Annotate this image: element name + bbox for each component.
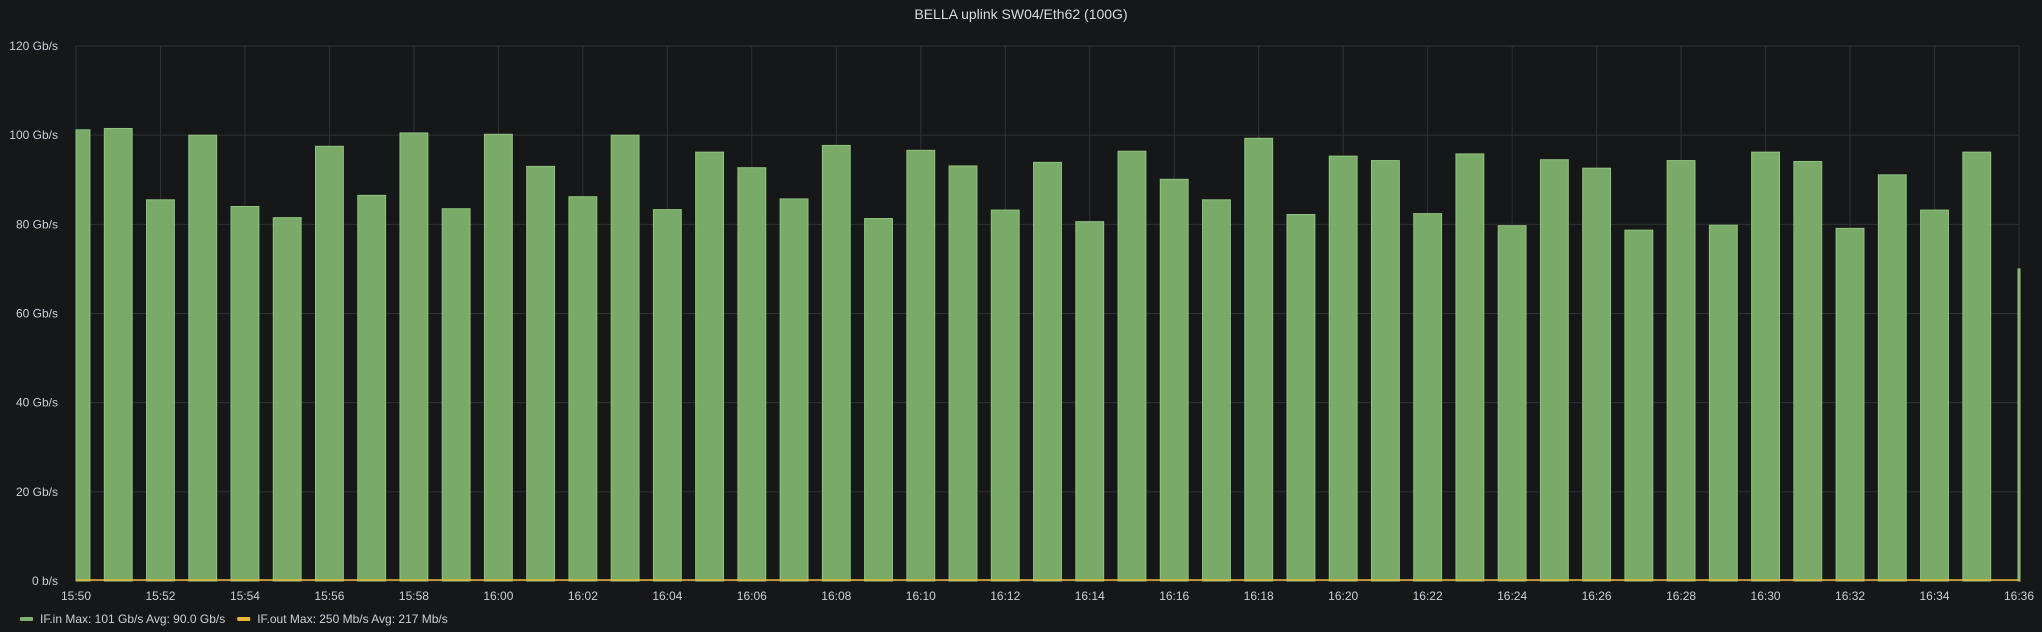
bar-if-in[interactable] [314, 145, 344, 582]
bar-if-in[interactable] [1075, 221, 1105, 582]
x-tick-label: 16:22 [1413, 589, 1443, 603]
x-tick-label: 16:02 [568, 589, 598, 603]
x-tick-label: 16:28 [1666, 589, 1696, 603]
x-tick-label: 16:32 [1835, 589, 1865, 603]
x-tick-label: 16:26 [1582, 589, 1612, 603]
bar-if-in[interactable] [1708, 224, 1738, 582]
x-tick-label: 15:50 [61, 589, 91, 603]
bar-if-in[interactable] [610, 134, 640, 582]
x-tick-label: 16:14 [1075, 589, 1105, 603]
legend-item[interactable]: IF.out Max: 250 Mb/s Avg: 217 Mb/s [257, 612, 448, 626]
bar-if-in[interactable] [1328, 155, 1358, 582]
bar-if-in[interactable] [1244, 137, 1274, 582]
y-tick-label: 0 b/s [32, 574, 58, 588]
x-tick-label: 15:58 [399, 589, 429, 603]
axes: 0 b/s 20 Gb/s 40 Gb/s 60 Gb/s 80 Gb/s 100 Gb/… [9, 39, 2034, 603]
bar-if-in[interactable] [399, 132, 429, 582]
panel-title[interactable]: BELLA uplink SW04/Eth62 (100G) [914, 6, 1127, 22]
bars-if-in [75, 127, 2021, 582]
x-tick-label: 16:06 [737, 589, 767, 603]
bar-if-in[interactable] [1751, 151, 1781, 582]
y-tick-label: 40 Gb/s [16, 396, 58, 410]
bar-if-in[interactable] [1539, 159, 1569, 582]
x-tick-label: 16:12 [990, 589, 1020, 603]
x-tick-label: 16:04 [652, 589, 682, 603]
legend-swatch [20, 617, 33, 621]
x-tick-label: 16:24 [1497, 589, 1527, 603]
bar-if-in[interactable] [1962, 151, 1992, 582]
bar-if-in[interactable] [1835, 227, 1865, 582]
y-tick-label: 120 Gb/s [9, 39, 58, 53]
bar-if-in[interactable] [948, 165, 978, 582]
bar-if-in[interactable] [526, 165, 556, 582]
x-tick-label: 16:34 [1920, 589, 1950, 603]
bar-if-in[interactable] [230, 206, 260, 582]
bar-if-in[interactable] [272, 217, 302, 582]
bar-if-in[interactable] [1793, 160, 1823, 582]
bar-if-in[interactable] [1624, 229, 1654, 582]
bar-if-in[interactable] [1497, 225, 1527, 582]
bar-if-in[interactable] [483, 133, 513, 582]
x-tick-label: 16:20 [1328, 589, 1358, 603]
bar-if-in[interactable] [906, 149, 936, 582]
x-tick-label: 16:18 [1244, 589, 1274, 603]
bar-if-in[interactable] [441, 208, 471, 582]
legend: IF.in Max: 101 Gb/s Avg: 90.0 Gb/s IF.out… [20, 612, 448, 626]
bar-if-in[interactable] [1370, 160, 1400, 582]
y-tick-label: 20 Gb/s [16, 485, 58, 499]
x-tick-label: 16:30 [1751, 589, 1781, 603]
bar-if-in[interactable] [1117, 150, 1147, 582]
bar-if-in[interactable] [103, 127, 133, 582]
x-tick-label: 16:36 [2004, 589, 2034, 603]
bar-if-in[interactable] [695, 151, 725, 582]
legend-item[interactable]: IF.in Max: 101 Gb/s Avg: 90.0 Gb/s [40, 612, 225, 626]
bar-if-in[interactable] [1413, 213, 1443, 582]
bar-if-in[interactable] [779, 198, 809, 582]
bar-if-in[interactable] [188, 134, 218, 582]
legend-swatch [237, 617, 251, 621]
bar-if-in[interactable] [568, 196, 598, 582]
x-tick-label: 16:10 [906, 589, 936, 603]
bar-if-in[interactable] [737, 167, 767, 582]
bar-if-in[interactable] [652, 209, 682, 582]
x-tick-label: 16:08 [821, 589, 851, 603]
bar-if-in[interactable] [2017, 268, 2021, 582]
bar-if-in[interactable] [1286, 214, 1316, 582]
bar-if-in[interactable] [75, 129, 91, 582]
y-tick-label: 60 Gb/s [16, 307, 58, 321]
x-tick-label: 15:54 [230, 589, 260, 603]
bar-if-in[interactable] [1455, 153, 1485, 582]
bar-if-in[interactable] [146, 199, 175, 582]
x-tick-label: 16:16 [1159, 589, 1189, 603]
x-tick-label: 15:52 [145, 589, 175, 603]
bar-if-in[interactable] [357, 194, 387, 582]
bar-if-in[interactable] [1033, 161, 1062, 582]
bar-if-in[interactable] [1159, 178, 1189, 582]
bar-if-in[interactable] [1666, 160, 1696, 582]
bar-if-in[interactable] [1202, 199, 1231, 582]
x-tick-label: 15:56 [314, 589, 344, 603]
x-tick-label: 16:00 [483, 589, 513, 603]
bar-if-in[interactable] [821, 144, 851, 582]
y-tick-label: 80 Gb/s [16, 217, 58, 231]
bar-if-in[interactable] [1920, 209, 1949, 582]
y-tick-label: 100 Gb/s [9, 128, 58, 142]
bar-if-in[interactable] [1877, 174, 1907, 582]
bar-if-in[interactable] [864, 218, 893, 582]
bar-if-in[interactable] [1582, 167, 1612, 582]
bar-if-in[interactable] [990, 209, 1020, 582]
